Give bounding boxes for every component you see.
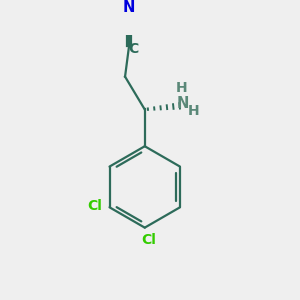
Text: C: C bbox=[129, 42, 139, 56]
Text: N: N bbox=[177, 96, 189, 111]
Text: Cl: Cl bbox=[88, 199, 103, 213]
Text: N: N bbox=[123, 1, 135, 16]
Text: H: H bbox=[188, 104, 200, 118]
Text: H: H bbox=[176, 80, 187, 94]
Text: Cl: Cl bbox=[141, 233, 156, 247]
